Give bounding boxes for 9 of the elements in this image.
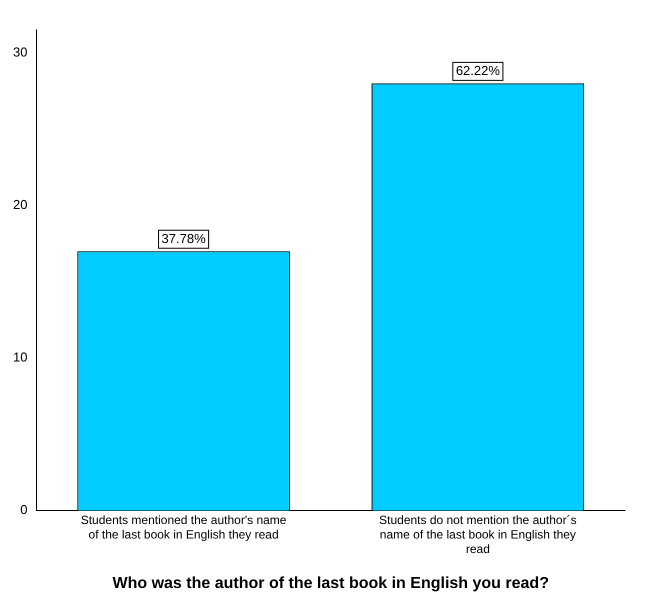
annotation: 62.22% — [456, 62, 500, 78]
x-axis-title: Who was the author of the last book in English you read? — [112, 574, 549, 592]
x-tick-label: Students mentioned the author's name of the last book in English they read — [80, 513, 287, 542]
y-tick-label: 10 — [12, 350, 28, 365]
y-tick-label: 30 — [12, 44, 28, 60]
y-tick-label: 20 — [12, 197, 28, 212]
x-tick-label: Students do not mention the author´s name of the last book in English they read — [379, 513, 577, 556]
annotation: 37.78% — [162, 230, 206, 246]
y-tick-label: 0 — [20, 502, 28, 518]
